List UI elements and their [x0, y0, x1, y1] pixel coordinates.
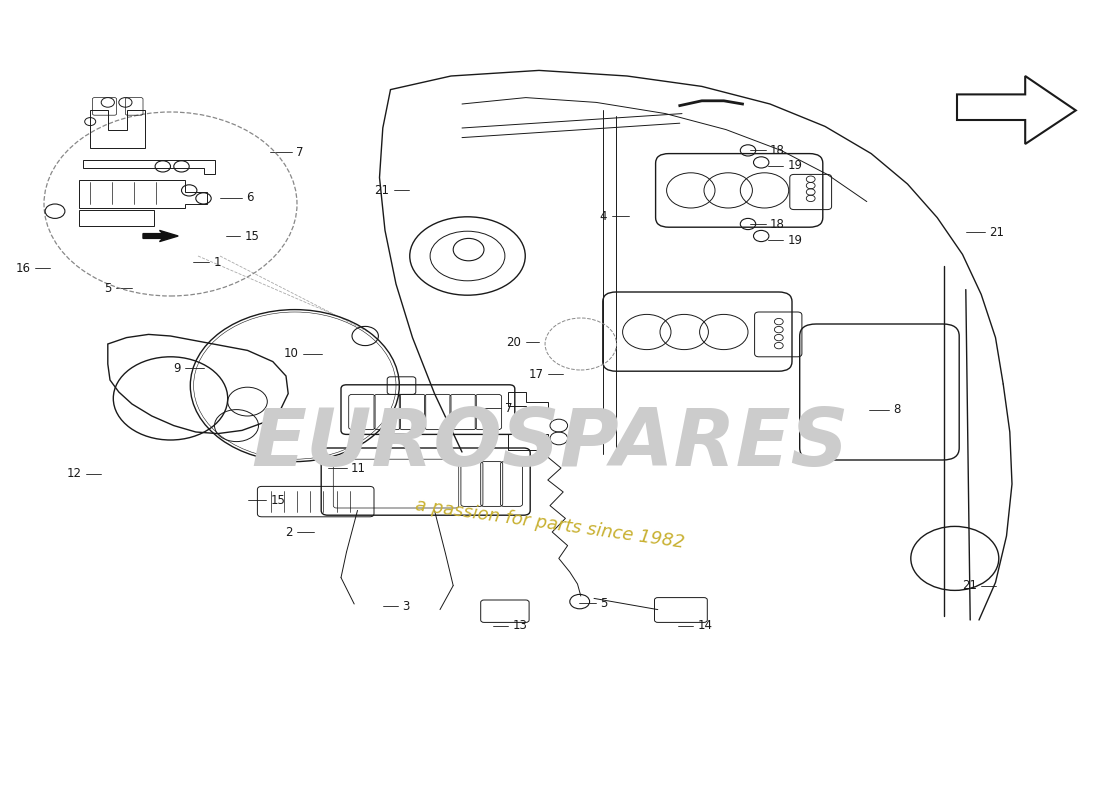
Text: 12: 12	[66, 467, 81, 480]
Text: 13: 13	[513, 619, 528, 632]
Text: 21: 21	[989, 226, 1004, 238]
Text: 11: 11	[351, 462, 366, 474]
Text: 9: 9	[173, 362, 180, 374]
Text: 17: 17	[528, 368, 543, 381]
Text: 14: 14	[697, 619, 713, 632]
Text: 21: 21	[961, 579, 977, 592]
Text: 15: 15	[244, 230, 260, 242]
Text: 7: 7	[296, 146, 304, 158]
Text: 7: 7	[505, 402, 513, 414]
Text: EUROSPARES: EUROSPARES	[251, 405, 849, 483]
Text: a passion for parts since 1982: a passion for parts since 1982	[414, 496, 686, 552]
Text: 15: 15	[271, 494, 286, 506]
Text: 2: 2	[285, 526, 293, 538]
Text: 19: 19	[788, 234, 803, 246]
Text: 8: 8	[893, 403, 901, 416]
Text: 3: 3	[403, 600, 410, 613]
Text: 16: 16	[15, 262, 31, 274]
Text: 21: 21	[374, 184, 389, 197]
Text: 5: 5	[601, 597, 608, 610]
Text: 20: 20	[506, 336, 521, 349]
Text: 6: 6	[246, 191, 254, 204]
Text: 10: 10	[283, 347, 298, 360]
Text: 19: 19	[788, 159, 803, 172]
Text: 5: 5	[103, 282, 111, 294]
Text: 18: 18	[770, 218, 785, 230]
Text: 1: 1	[213, 256, 221, 269]
Text: 18: 18	[770, 144, 785, 157]
Polygon shape	[143, 230, 178, 242]
Text: 4: 4	[600, 210, 607, 222]
